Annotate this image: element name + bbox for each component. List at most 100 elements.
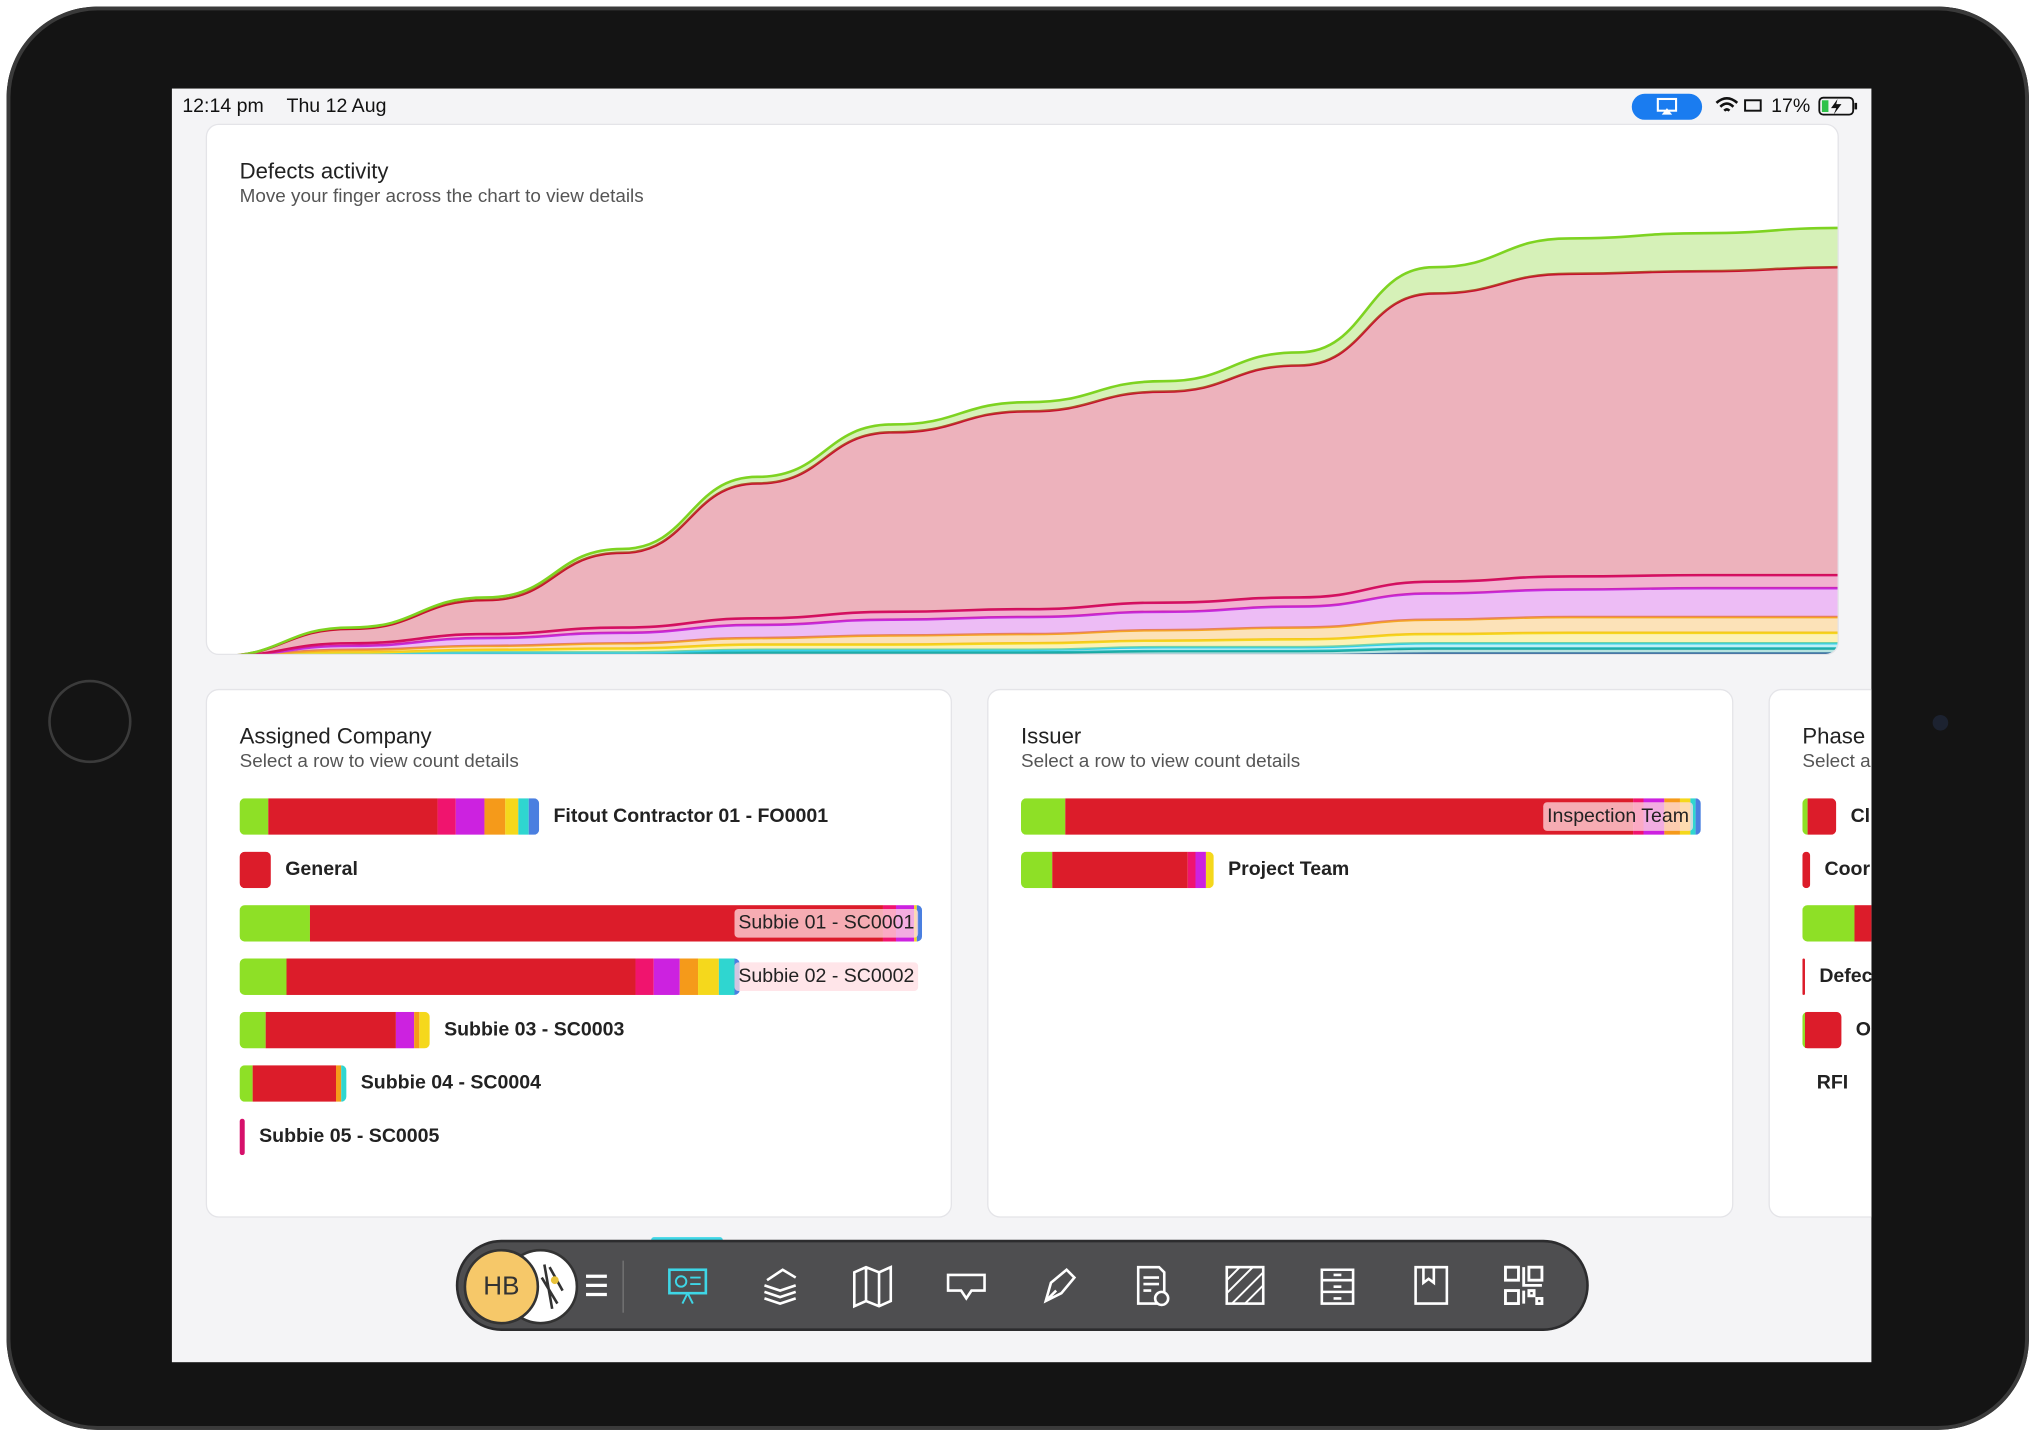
bar-segment (252, 1065, 336, 1102)
home-button[interactable] (48, 679, 132, 764)
status-date: Thu 12 Aug (286, 95, 387, 118)
bar-segment (1021, 851, 1053, 889)
bar-segment (518, 798, 529, 835)
bar-segment (698, 958, 719, 995)
bar-segment (414, 1011, 420, 1049)
bar-segment (239, 798, 269, 835)
bar-segment (1021, 798, 1066, 835)
bar-segment (239, 958, 287, 995)
row-label: Subbie 01 - SC0001 (734, 909, 919, 938)
area (247, 227, 1838, 654)
bar-segment (239, 851, 271, 889)
row-label: Project Team (1228, 858, 1350, 881)
area-edge (248, 573, 1838, 654)
dock: HB (455, 1239, 1589, 1331)
stacked-bar[interactable] (1802, 851, 1811, 889)
bar-segment (1187, 851, 1196, 889)
row-label: Fitout Contractor 01 - FO0001 (553, 804, 829, 827)
area-edge (271, 631, 1838, 654)
bar-segment (239, 1118, 245, 1156)
drawings-icon[interactable] (1222, 1262, 1269, 1309)
area (247, 267, 1838, 654)
avatar[interactable]: HB (463, 1248, 540, 1325)
battery-percent: 17% (1771, 95, 1811, 118)
map-icon[interactable] (849, 1262, 896, 1309)
area-edge (238, 226, 1838, 654)
area-edge (260, 615, 1838, 654)
area-edge (346, 647, 1838, 654)
bar-segment (1802, 1011, 1805, 1049)
panel-title: Assigned Company (239, 724, 432, 749)
bar-segment (916, 905, 923, 942)
chart-card[interactable]: Defects activity Move your finger across… (205, 123, 1839, 656)
stacked-bar[interactable] (239, 958, 740, 995)
archive-icon[interactable] (1314, 1262, 1361, 1309)
stacked-bar[interactable] (1802, 798, 1837, 835)
stacked-bar[interactable] (1802, 905, 1872, 942)
bar-segment (1802, 958, 1805, 995)
stacked-bar[interactable] (1021, 798, 1701, 835)
bar-segment (528, 798, 540, 835)
airplay-indicator[interactable] (1631, 93, 1703, 120)
bar-segment (635, 958, 654, 995)
panel-card[interactable]: Assigned Company Select a row to view cou… (205, 688, 952, 1218)
row-label: Cl (1850, 804, 1871, 827)
bar-segment (718, 958, 735, 995)
bar-segment (1802, 851, 1811, 889)
forms-icon[interactable] (1128, 1262, 1175, 1309)
chart-subtitle: Move your finger across the chart to vie… (239, 186, 644, 208)
bar-segment (341, 1065, 347, 1102)
bar-segment (239, 1065, 253, 1102)
row-label: O (1855, 1018, 1871, 1041)
stacked-bar[interactable] (1802, 1011, 1842, 1049)
bar-segment (679, 958, 699, 995)
stacked-bar[interactable] (239, 851, 271, 889)
panel-card[interactable]: Issuer Select a row to view count details… (987, 688, 1734, 1218)
stacked-bar[interactable] (239, 798, 540, 835)
stacked-bar[interactable] (239, 1011, 430, 1049)
camera (1932, 714, 1949, 731)
markup-icon[interactable] (1035, 1262, 1082, 1309)
bar-segment (239, 905, 310, 942)
bar-segment (239, 1011, 266, 1049)
wifi-icon (1715, 97, 1762, 112)
bar-segment (1854, 905, 1872, 942)
panel-subtitle: Select a row to view count details (1802, 751, 1871, 773)
bar-segment (265, 1011, 396, 1049)
bar-segment (484, 798, 506, 835)
bar-segment (1195, 851, 1206, 889)
status-time: 12:14 pm (182, 95, 264, 118)
bar-segment (1205, 851, 1214, 889)
screen: 12:14 pm Thu 12 Aug 17% Defects activity… (171, 88, 1872, 1363)
bar-segment (395, 1011, 415, 1049)
chart-title: Defects activity (239, 158, 389, 184)
area (1424, 653, 1838, 654)
documents-icon[interactable] (1408, 1262, 1455, 1309)
panel-subtitle: Select a row to view count details (239, 751, 519, 773)
bar-segment (268, 798, 438, 835)
row-label: Subbie 05 - SC0005 (259, 1125, 440, 1148)
bar-segment (505, 798, 519, 835)
row-label: Subbie 02 - SC0002 (734, 962, 919, 992)
row-label: Inspection Team (1543, 802, 1693, 831)
area-edge (252, 586, 1838, 654)
bar-segment (1690, 798, 1696, 835)
levels-icon[interactable] (757, 1262, 804, 1309)
comment-icon[interactable] (943, 1262, 990, 1309)
bar-segment (1804, 1011, 1842, 1049)
area-edge (238, 265, 1838, 654)
stacked-bar[interactable] (239, 1065, 347, 1102)
menu-icon[interactable] (578, 1262, 625, 1309)
panel-subtitle: Select a row to view count details (1021, 751, 1301, 773)
bar-segment (335, 1065, 342, 1102)
dashboard-icon[interactable] (664, 1262, 711, 1309)
panel-title: Phase (1802, 724, 1866, 749)
qr-icon[interactable] (1500, 1262, 1547, 1309)
stacked-bar[interactable] (1802, 958, 1805, 995)
stacked-bar[interactable] (1021, 851, 1214, 889)
bar-segment (1802, 905, 1855, 942)
bar-segment (1065, 798, 1634, 835)
stacked-bar[interactable] (239, 1118, 245, 1156)
